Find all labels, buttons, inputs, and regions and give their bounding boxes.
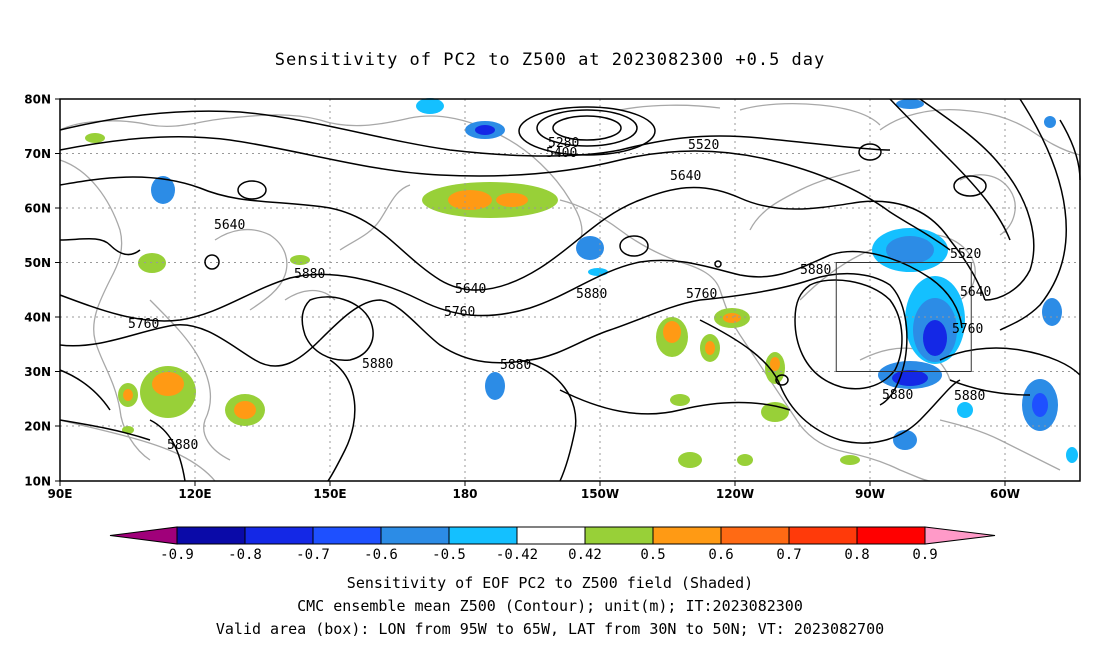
valid-area-box [835, 262, 972, 372]
lon-tick-label: 150W [581, 487, 619, 501]
colorbar-bin [244, 526, 314, 545]
contour-label: 5880 [882, 388, 913, 403]
colorbar-bin [380, 526, 450, 545]
colorbar-label: 0.8 [844, 547, 869, 563]
lat-tick-label: 30N [24, 365, 51, 379]
lat-tick-label: 70N [24, 147, 51, 161]
caption-line-2: CMC ensemble mean Z500 (Contour); unit(m… [297, 597, 803, 615]
contour-label: 5880 [167, 438, 198, 453]
colorbar-bin [448, 526, 518, 545]
tick-marks [55, 98, 1006, 486]
colorbar-bin [720, 526, 790, 545]
contour-label: 5760 [686, 287, 717, 302]
caption-line-1: Sensitivity of EOF PC2 to Z500 field (Sh… [346, 574, 754, 592]
colorbar-label: 0.6 [708, 547, 733, 563]
lat-tick-label: 80N [24, 93, 51, 107]
lon-tick-label: 150E [313, 487, 346, 501]
contour-label: 5880 [576, 287, 607, 302]
lat-tick-label: 20N [24, 420, 51, 434]
lon-tick-label: 90E [48, 487, 73, 501]
caption-line-3: Valid area (box): LON from 95W to 65W, L… [215, 620, 885, 638]
contour-label: 5880 [954, 389, 985, 404]
colorbar-arrow-low [109, 526, 178, 545]
lat-tick-labels: 80N 70N 60N 50N 40N 30N 20N 10N [24, 93, 51, 489]
contour-label: 5280 [548, 136, 579, 151]
lon-tick-label: 120E [178, 487, 211, 501]
colorbar-label: 0.9 [912, 547, 937, 563]
colorbar-bin [584, 526, 654, 545]
sensitivity-shading [85, 98, 1078, 468]
colorbar-arrow-high [924, 526, 996, 545]
figure-title: Sensitivity of PC2 to Z500 at 2023082300… [274, 50, 826, 70]
contour-label: 5640 [214, 218, 245, 233]
contour-labels: 5280 5400 5520 5640 5880 5640 5640 5880 … [128, 136, 991, 453]
colorbar-label: -0.42 [496, 547, 538, 563]
lon-tick-label: 60W [990, 487, 1020, 501]
contour-label: 5520 [950, 247, 981, 262]
colorbar-label: 0.7 [776, 547, 801, 563]
lon-tick-label: 90W [855, 487, 885, 501]
contour-label: 5880 [294, 267, 325, 282]
lat-tick-label: 10N [24, 475, 51, 489]
contour-label: 5880 [800, 263, 831, 278]
contour-label: 5760 [952, 322, 983, 337]
colorbar-bin [176, 526, 246, 545]
colorbar-label: -0.8 [228, 547, 262, 563]
colorbar-label: -0.6 [364, 547, 398, 563]
lon-tick-labels: 90E 120E 150E 180 150W 120W 90W 60W [48, 487, 1020, 501]
colorbar-bin [788, 526, 858, 545]
colorbar-bin [652, 526, 722, 545]
colorbar-bin [312, 526, 382, 545]
lat-tick-label: 50N [24, 256, 51, 270]
z500-contours [59, 98, 1081, 482]
colorbar-label: 0.42 [568, 547, 602, 563]
contour-label: 5880 [362, 357, 393, 372]
contour-label: 5640 [455, 282, 486, 297]
colorbar-label: -0.5 [432, 547, 466, 563]
contour-label: 5400 [546, 146, 577, 161]
coastlines [59, 102, 1081, 482]
contour-label: 5760 [128, 317, 159, 332]
map-frame [59, 98, 1081, 482]
contour-label: 5640 [670, 169, 701, 184]
colorbar-bin [856, 526, 926, 545]
lat-tick-label: 40N [24, 311, 51, 325]
lat-tick-label: 60N [24, 202, 51, 216]
colorbar-label: -0.7 [296, 547, 330, 563]
lon-tick-label: 180 [452, 487, 477, 501]
colorbar-bin [516, 526, 586, 545]
contour-label: 5520 [688, 138, 719, 153]
contour-label: 5760 [444, 305, 475, 320]
contour-label: 5880 [500, 358, 531, 373]
colorbar-label: -0.9 [160, 547, 194, 563]
lon-tick-label: 120W [716, 487, 754, 501]
gridlines [60, 99, 1080, 481]
colorbar-label: 0.5 [640, 547, 665, 563]
colorbar: -0.9 -0.8 -0.7 -0.6 -0.5 -0.42 0.42 0.5 0.6 0.7 0.… [109, 526, 996, 563]
contour-label: 5640 [960, 285, 991, 300]
